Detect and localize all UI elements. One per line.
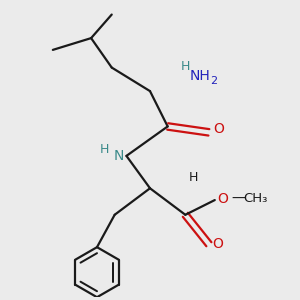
Text: H: H — [181, 60, 190, 73]
Text: N: N — [114, 149, 124, 163]
Text: H: H — [100, 143, 109, 157]
Text: H: H — [188, 172, 198, 184]
Text: O: O — [212, 237, 223, 251]
Text: O: O — [213, 122, 224, 136]
Text: CH₃: CH₃ — [243, 192, 267, 205]
Text: O: O — [218, 192, 229, 206]
Text: NH: NH — [190, 69, 211, 83]
Text: —: — — [231, 192, 245, 206]
Text: 2: 2 — [210, 76, 218, 86]
